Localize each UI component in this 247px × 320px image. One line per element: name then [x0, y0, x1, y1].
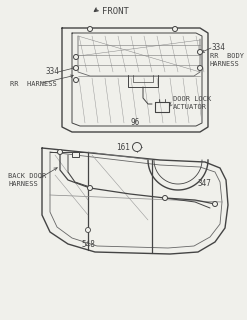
Text: 96: 96: [130, 118, 140, 127]
Text: DOOR LOCK
ACTUATOR: DOOR LOCK ACTUATOR: [173, 96, 211, 110]
Circle shape: [163, 196, 167, 201]
Circle shape: [58, 149, 62, 155]
Text: 334: 334: [211, 44, 225, 52]
Text: 347: 347: [197, 180, 211, 188]
Circle shape: [87, 27, 92, 31]
Text: FRONT: FRONT: [102, 6, 129, 15]
Circle shape: [198, 66, 203, 70]
Circle shape: [74, 66, 79, 70]
Circle shape: [87, 186, 92, 190]
Circle shape: [172, 27, 178, 31]
Circle shape: [74, 77, 79, 83]
Circle shape: [74, 54, 79, 60]
Text: RR  BODY
HARNESS: RR BODY HARNESS: [210, 53, 244, 67]
Circle shape: [198, 50, 203, 54]
Text: 334: 334: [45, 68, 59, 76]
Bar: [72, 152, 79, 157]
Circle shape: [85, 228, 90, 233]
Text: 161: 161: [116, 142, 130, 151]
Text: 548: 548: [81, 240, 95, 249]
Text: RR  HARNESS: RR HARNESS: [10, 81, 57, 87]
Circle shape: [132, 142, 142, 151]
Circle shape: [212, 202, 218, 206]
Text: BACK DOOR
HARNESS: BACK DOOR HARNESS: [8, 173, 46, 187]
